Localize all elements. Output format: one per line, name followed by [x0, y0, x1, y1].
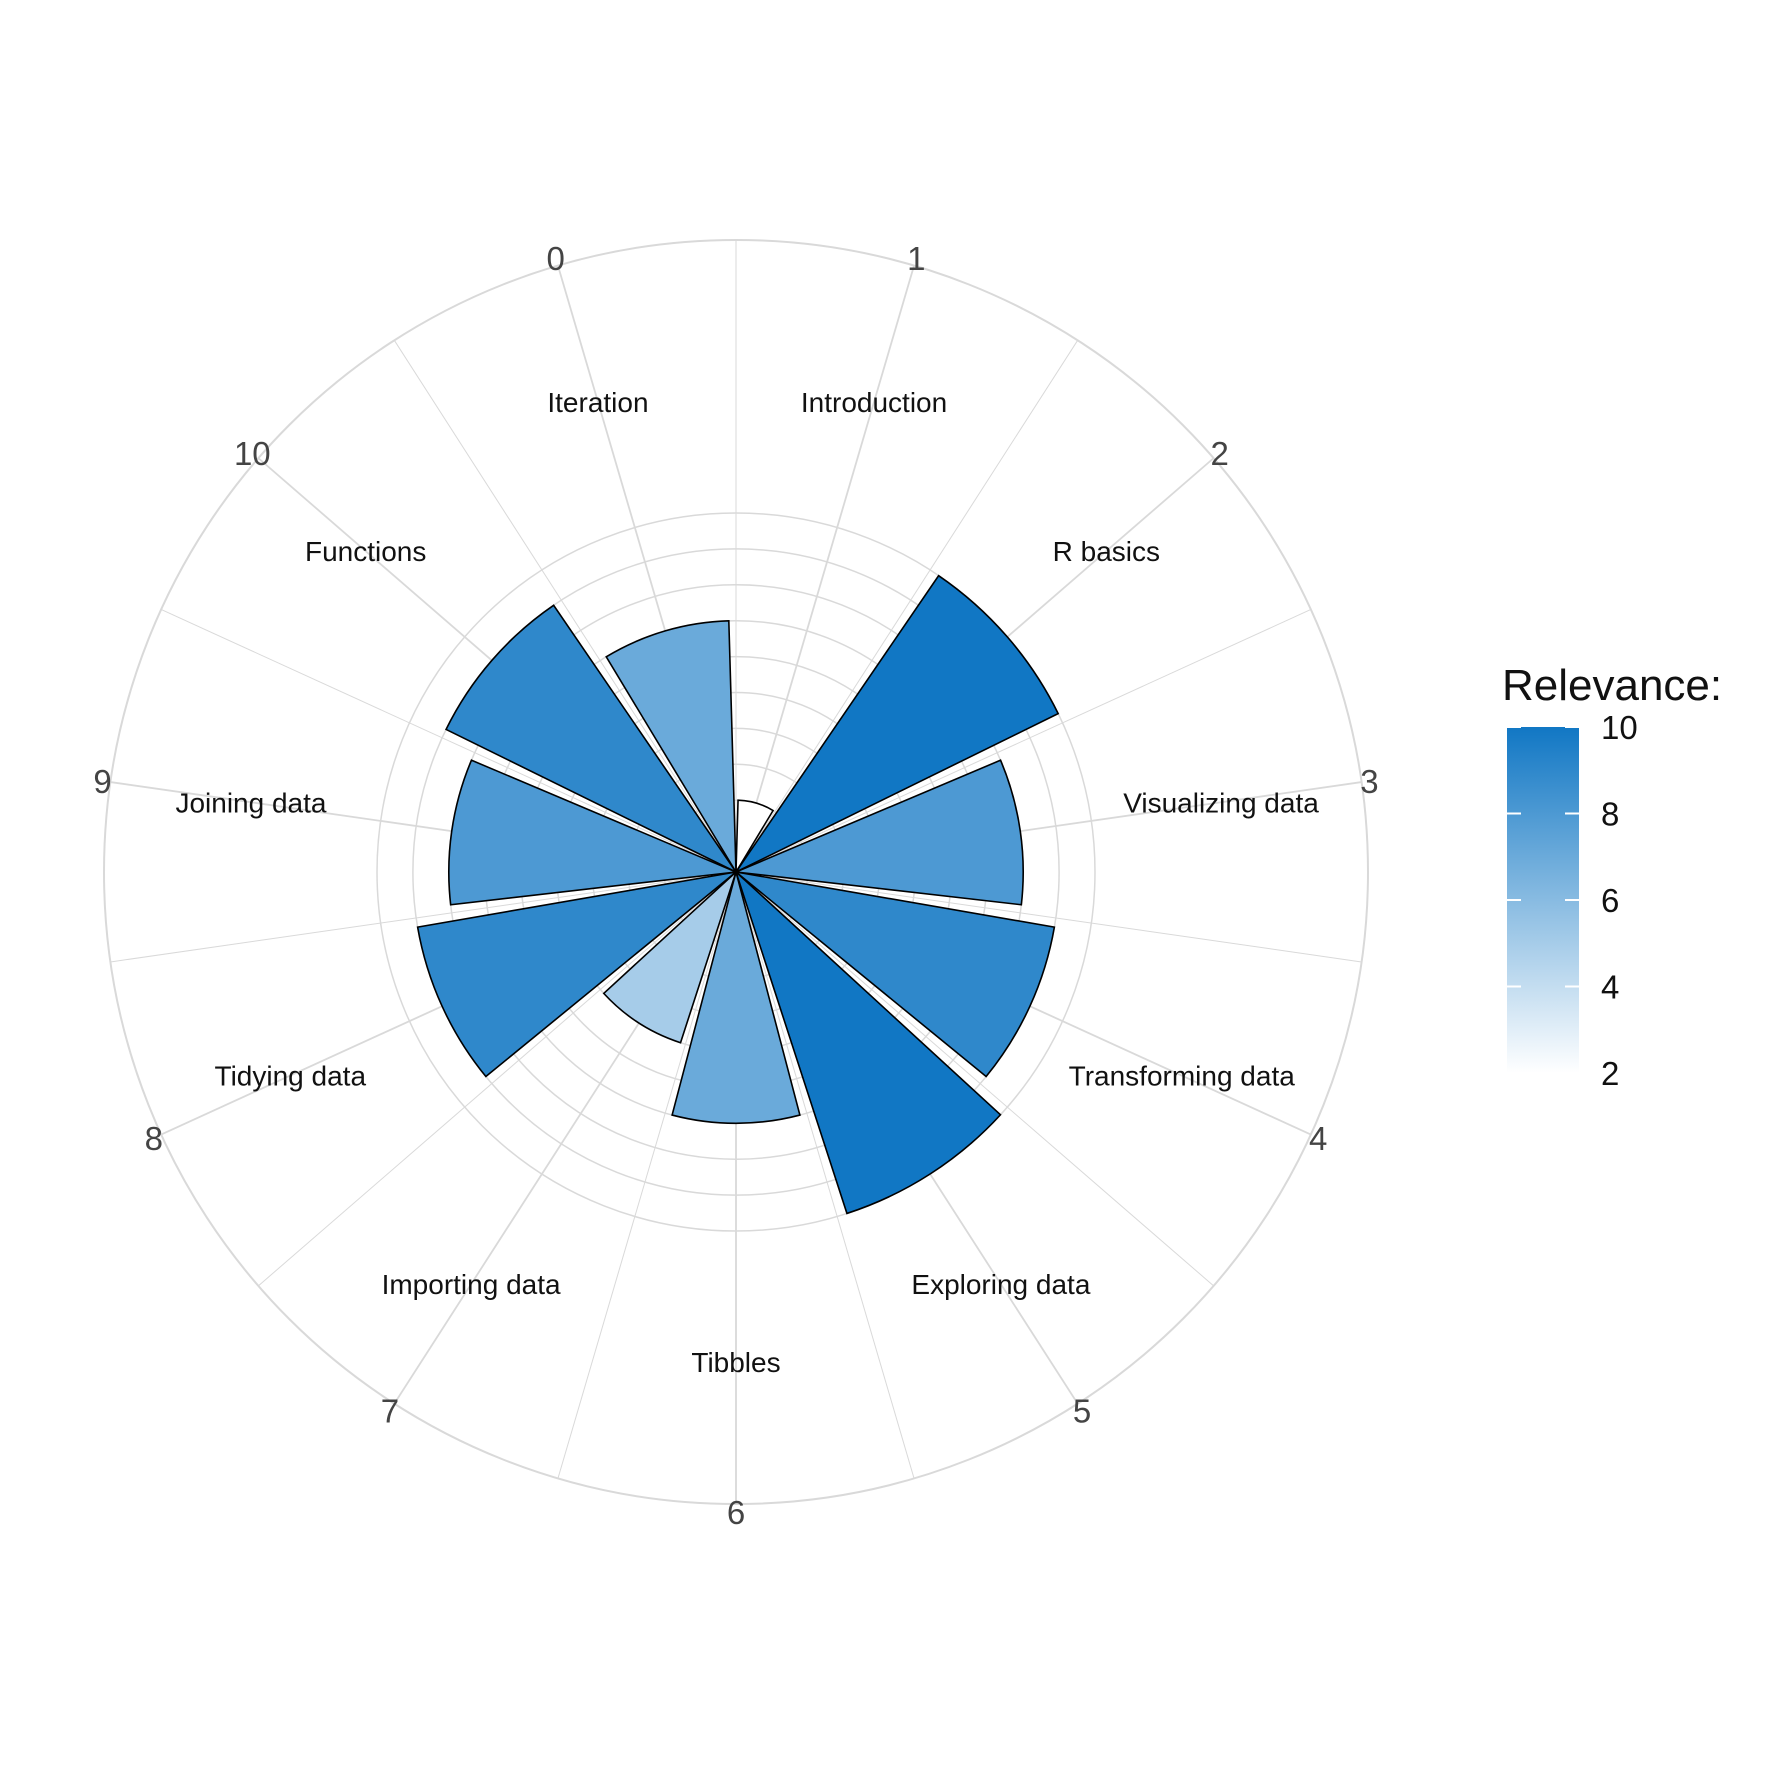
- bar-r-basics: [733, 574, 1060, 875]
- legend-tick-label: 6: [1601, 882, 1619, 919]
- category-label: Transforming data: [1069, 1061, 1296, 1092]
- angle-tick-label: 5: [1073, 1392, 1091, 1429]
- bar-joining-data: [448, 759, 740, 906]
- angle-tick-label: 6: [727, 1494, 745, 1531]
- bar-tibbles: [671, 868, 801, 1125]
- grid-spoke-minor: [735, 871, 915, 1479]
- legend-title: Relevance:: [1502, 661, 1722, 710]
- bar-transforming-data: [733, 870, 1056, 1078]
- angle-tick-label: 4: [1309, 1120, 1327, 1157]
- bar-tidying-data: [416, 870, 739, 1078]
- category-label: Iteration: [547, 387, 648, 418]
- bar-iteration: [605, 619, 737, 876]
- grid-spoke-minor: [160, 609, 737, 873]
- category-label: Tibbles: [691, 1347, 780, 1378]
- category-label: R basics: [1053, 536, 1160, 567]
- category-label: Functions: [305, 536, 426, 567]
- angular-tick-labels: 0 1 2 3 4 5 6 7 8 9 10: [93, 240, 1378, 1531]
- legend-tick-label: 10: [1601, 709, 1638, 746]
- grid-spoke-major: [735, 265, 915, 873]
- grid-spoke-minor: [735, 871, 1362, 963]
- grid-spoke-minor: [393, 340, 737, 873]
- legend-ticks: 2 4 6 8 10: [1507, 709, 1638, 1092]
- bar-importing-data: [602, 869, 738, 1044]
- category-label: Visualizing data: [1123, 787, 1319, 818]
- category-label: Tidying data: [215, 1061, 367, 1092]
- legend-tick-label: 4: [1601, 969, 1619, 1006]
- category-label: Importing data: [382, 1269, 561, 1300]
- grid-spoke-minor: [735, 871, 1214, 1287]
- grid-spoke-minor: [735, 609, 1312, 873]
- category-label: Joining data: [175, 787, 326, 818]
- legend-tick-label: 8: [1601, 796, 1619, 833]
- legend: Relevance: 2 4 6 8 10: [1502, 661, 1722, 1092]
- angle-tick-label: 1: [907, 240, 925, 277]
- legend-tick-label: 2: [1601, 1055, 1619, 1092]
- category-label: Exploring data: [911, 1269, 1090, 1300]
- angle-tick-label: 8: [145, 1120, 163, 1157]
- angle-tick-label: 10: [234, 435, 271, 472]
- bar-visualizing-data: [732, 759, 1024, 906]
- grid-spoke-minor: [735, 340, 1079, 873]
- angle-tick-label: 2: [1211, 435, 1229, 472]
- bar-functions: [444, 604, 739, 875]
- grid-spoke-minor: [110, 871, 737, 963]
- angle-tick-label: 0: [547, 240, 565, 277]
- bar-exploring-data: [734, 869, 1002, 1215]
- angle-tick-label: 3: [1360, 763, 1378, 800]
- bars: [416, 574, 1060, 1215]
- grid-spoke-minor: [258, 871, 737, 1287]
- category-label: Introduction: [801, 387, 947, 418]
- angle-tick-label: 9: [93, 763, 111, 800]
- category-labels: Introduction R basics Visualizing data Tran…: [175, 387, 1319, 1378]
- angle-tick-label: 7: [381, 1392, 399, 1429]
- grid-spoke-minor: [557, 871, 737, 1479]
- bar-introduction: [735, 799, 775, 876]
